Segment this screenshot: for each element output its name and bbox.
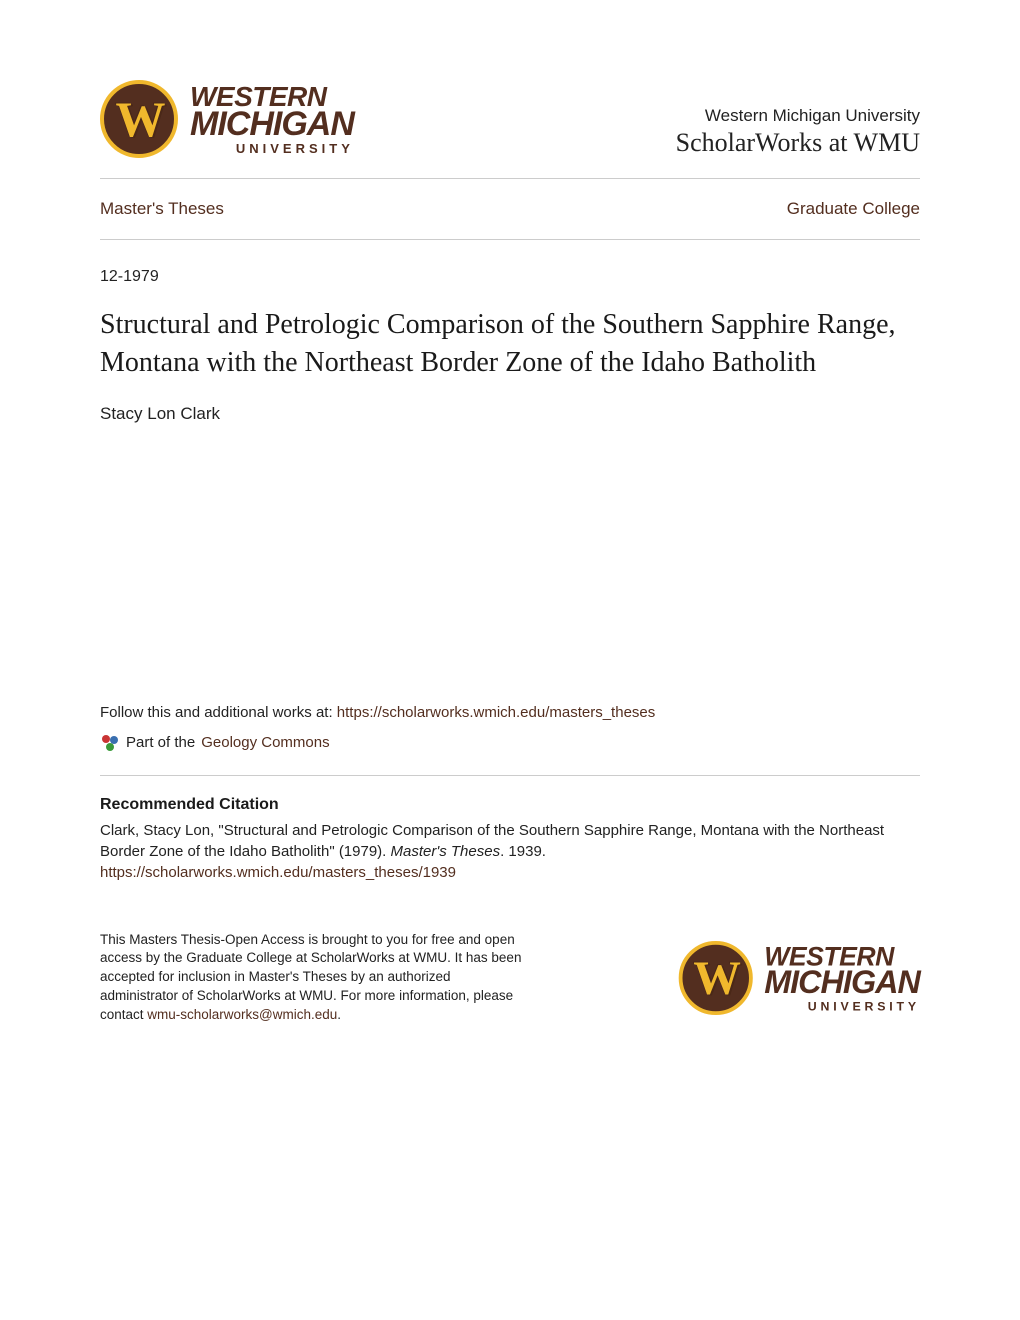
footer-statement: This Masters Thesis-Open Access is broug… (100, 931, 530, 1025)
footer-email-link[interactable]: wmu-scholarworks@wmich.edu (147, 1007, 337, 1022)
footer-text-after: . (337, 1007, 341, 1022)
logo-wordmark-footer: WESTERN MICHIGAN UNIVERSITY (764, 944, 920, 1011)
follow-prefix: Follow this and additional works at: (100, 704, 337, 721)
logo-line-3: UNIVERSITY (190, 143, 354, 155)
logo-line-2-footer: MICHIGAN (764, 969, 920, 999)
logo-primary[interactable]: W WESTERN MICHIGAN UNIVERSITY (100, 80, 354, 158)
content-spacer (100, 424, 920, 704)
document-author: Stacy Lon Clark (100, 404, 920, 424)
citation-after: . 1939. (500, 843, 546, 860)
publication-date: 12-1979 (100, 268, 920, 286)
header-right: Western Michigan University ScholarWorks… (676, 106, 920, 158)
breadcrumb-collection[interactable]: Master's Theses (100, 199, 224, 219)
repository-name[interactable]: ScholarWorks at WMU (676, 128, 920, 158)
citation-url[interactable]: https://scholarworks.wmich.edu/masters_t… (100, 864, 920, 881)
logo-line-2: MICHIGAN (190, 109, 354, 140)
header: W WESTERN MICHIGAN UNIVERSITY Western Mi… (100, 80, 920, 158)
citation-heading: Recommended Citation (100, 796, 920, 814)
logo-circle-footer: W (679, 941, 753, 1015)
part-of-prefix: Part of the (126, 734, 195, 751)
breadcrumb: Master's Theses Graduate College (100, 179, 920, 239)
breadcrumb-parent[interactable]: Graduate College (787, 199, 920, 219)
divider-citation (100, 775, 920, 776)
logo-letter: W (116, 90, 163, 148)
logo-letter-footer: W (694, 950, 739, 1005)
network-icon (100, 733, 120, 753)
logo-line-3-footer: UNIVERSITY (764, 1000, 920, 1011)
citation-series: Master's Theses (391, 843, 501, 860)
commons-link[interactable]: Geology Commons (201, 734, 329, 751)
logo-circle: W (100, 80, 178, 158)
logo-wordmark: WESTERN MICHIGAN UNIVERSITY (190, 84, 354, 155)
university-name: Western Michigan University (676, 106, 920, 126)
document-title: Structural and Petrologic Comparison of … (100, 306, 920, 382)
footer: This Masters Thesis-Open Access is broug… (100, 931, 920, 1025)
part-of-row: Part of the Geology Commons (100, 733, 920, 753)
citation-text: Clark, Stacy Lon, "Structural and Petrol… (100, 820, 920, 862)
follow-url-link[interactable]: https://scholarworks.wmich.edu/masters_t… (337, 704, 655, 721)
divider-breadcrumb (100, 239, 920, 240)
follow-works-line: Follow this and additional works at: htt… (100, 704, 920, 721)
logo-footer[interactable]: W WESTERN MICHIGAN UNIVERSITY (679, 941, 920, 1015)
